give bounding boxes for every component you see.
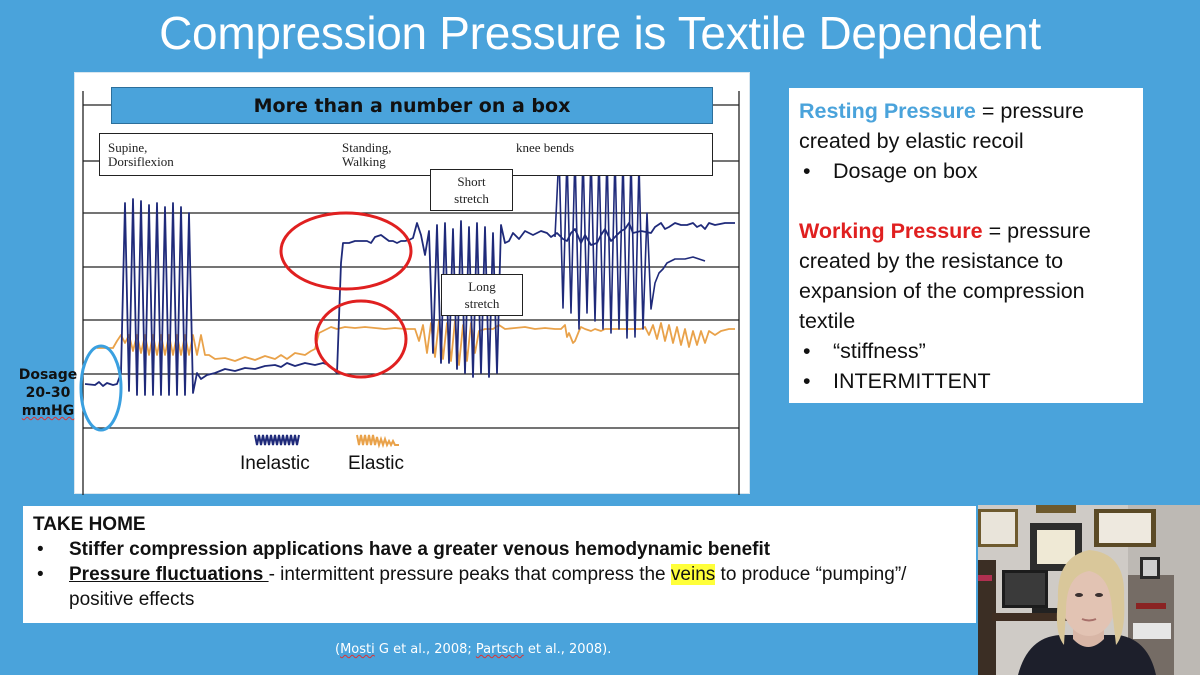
phase-knee-bends: knee bends	[516, 140, 575, 155]
dosage-annotation: Dosage 20-30 mmHG	[18, 367, 78, 419]
takehome-title: TAKE HOME	[33, 514, 146, 535]
pressure-chart: More than a number on a box Supine, Dors…	[74, 72, 750, 495]
veins-highlight: veins	[670, 564, 716, 585]
takehome-point-1: • Stiffer compression applications have …	[33, 537, 966, 562]
walking-peaks-highlight	[279, 211, 413, 291]
bullet-icon: •	[37, 564, 44, 585]
inelastic-series	[84, 198, 735, 396]
definitions-panel: Resting Pressure = pressure created by e…	[789, 88, 1143, 403]
phase-label-box: Supine, Dorsiflexion Standing, Walking k…	[99, 133, 713, 176]
walking-fluctuation-highlight	[314, 299, 408, 379]
working-bullet-stiffness: • “stiffness”	[799, 336, 1133, 366]
elastic-legend-glyph	[356, 434, 399, 449]
citation: (Mosti G et al., 2008; Partsch et al., 2…	[335, 642, 612, 657]
dosage-highlight	[79, 344, 123, 432]
phase-standing: Standing, Walking	[342, 140, 392, 169]
figure-banner: More than a number on a box	[111, 87, 713, 124]
resting-pressure-term: Resting Pressure	[799, 99, 976, 123]
bullet-icon: •	[37, 539, 44, 560]
presenter-webcam-image	[978, 505, 1200, 675]
takehome-point-2: • Pressure fluctuations - intermittent p…	[33, 562, 966, 612]
takehome-panel: TAKE HOME • Stiffer compression applicat…	[23, 506, 976, 623]
bullet-icon: •	[803, 159, 811, 183]
phase-supine: Supine, Dorsiflexion	[108, 140, 174, 169]
legend-elastic: Elastic	[348, 453, 404, 474]
long-stretch-label: Long stretch	[441, 274, 523, 316]
bullet-icon: •	[803, 369, 811, 393]
inelastic-legend-glyph	[254, 434, 300, 446]
working-pressure-definition: Working Pressure = pressure created by t…	[799, 219, 1091, 333]
slide-title: Compression Pressure is Textile Dependen…	[159, 7, 1041, 59]
working-pressure-term: Working Pressure	[799, 219, 983, 243]
bullet-icon: •	[803, 339, 811, 363]
resting-pressure-definition: Resting Pressure = pressure created by e…	[799, 99, 1085, 153]
legend-inelastic: Inelastic	[240, 453, 310, 474]
short-stretch-label: Short stretch	[430, 169, 513, 211]
presenter-video-tile[interactable]	[976, 505, 1200, 675]
working-bullet-intermittent: • INTERMITTENT	[799, 366, 1133, 396]
resting-bullet: • Dosage on box	[799, 156, 1133, 186]
